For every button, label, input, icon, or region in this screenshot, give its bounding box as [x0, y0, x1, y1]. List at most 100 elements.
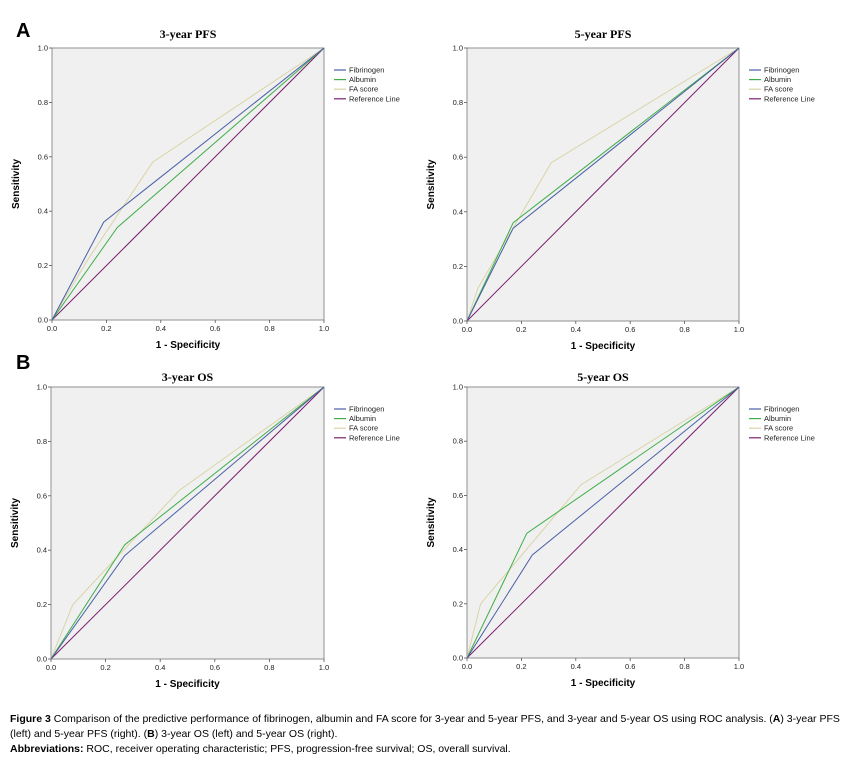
- chart-title-0: 3-year PFS: [160, 27, 217, 41]
- series-line-0-2: [51, 47, 325, 321]
- series-line-2-1: [50, 386, 325, 660]
- legend-label-3-0: Fibrinogen: [764, 405, 799, 414]
- y-tick-label-0-2: 0.4: [38, 207, 48, 216]
- x-tick-label-1-4: 0.8: [679, 325, 689, 334]
- y-tick-label-2-4: 0.8: [37, 437, 47, 446]
- x-tick-label-2-4: 0.8: [264, 663, 274, 672]
- y-tick-label-3-3: 0.6: [453, 491, 463, 500]
- legend-label-0-0: Fibrinogen: [349, 66, 384, 75]
- y-axis-label-0: Sensitivity: [11, 159, 22, 209]
- y-tick-label-0-1: 0.2: [38, 261, 48, 270]
- y-tick-label-1-5: 1.0: [453, 44, 463, 53]
- caption-main: Figure 3 Comparison of the predictive pe…: [10, 712, 840, 742]
- caption-b-label: B: [147, 728, 155, 740]
- x-tick-label-2-2: 0.4: [155, 663, 165, 672]
- y-tick-label-0-3: 0.6: [38, 152, 48, 161]
- x-tick-label-1-2: 0.4: [571, 325, 581, 334]
- panel-letter-a: A: [16, 20, 31, 42]
- y-tick-label-1-3: 0.6: [453, 153, 463, 162]
- x-tick-label-0-3: 0.6: [210, 324, 220, 333]
- caption-abbr-text: ROC, receiver operating characteristic; …: [83, 743, 511, 755]
- x-tick-label-2-0: 0.0: [46, 663, 56, 672]
- legend-label-3-1: Albumin: [764, 414, 791, 423]
- y-tick-label-1-2: 0.4: [453, 207, 463, 216]
- caption-a-label: A: [772, 713, 781, 725]
- x-tick-label-0-2: 0.4: [156, 324, 166, 333]
- x-axis-label-1: 1 - Specificity: [571, 341, 636, 352]
- y-tick-label-2-3: 0.6: [37, 491, 47, 500]
- x-tick-label-2-1: 0.2: [100, 663, 110, 672]
- y-tick-label-3-5: 1.0: [453, 383, 463, 392]
- y-tick-label-2-0: 0.0: [37, 655, 47, 664]
- y-axis-label-1: Sensitivity: [426, 159, 437, 209]
- roc-figure: 3-year PFS0.00.00.20.20.40.40.60.60.80.8…: [10, 27, 815, 690]
- legend-label-1-3: Reference Line: [764, 94, 815, 103]
- y-tick-label-0-4: 0.8: [38, 98, 48, 107]
- series-line-0-3: [51, 47, 325, 321]
- legend-label-2-2: FA score: [349, 424, 378, 433]
- x-tick-label-3-1: 0.2: [516, 662, 526, 671]
- series-line-0-0: [51, 47, 325, 321]
- series-line-3-1: [466, 386, 740, 659]
- panel-letter-b: B: [16, 352, 31, 374]
- legend-label-0-1: Albumin: [349, 75, 376, 84]
- x-tick-label-3-4: 0.8: [679, 662, 689, 671]
- legend-label-2-0: Fibrinogen: [349, 405, 384, 414]
- legend-label-2-1: Albumin: [349, 414, 376, 423]
- y-tick-label-1-0: 0.0: [453, 317, 463, 326]
- y-tick-label-0-5: 1.0: [38, 44, 48, 53]
- x-tick-label-2-5: 1.0: [319, 663, 329, 672]
- y-tick-label-3-4: 0.8: [453, 437, 463, 446]
- y-axis-label-2: Sensitivity: [10, 498, 21, 548]
- x-axis-label-0: 1 - Specificity: [156, 340, 221, 351]
- x-tick-label-0-0: 0.0: [47, 324, 57, 333]
- x-tick-label-3-0: 0.0: [462, 662, 472, 671]
- chart-title-1: 5-year PFS: [575, 27, 632, 41]
- legend-label-0-3: Reference Line: [349, 94, 400, 103]
- caption-abbreviations: Abbreviations: ROC, receiver operating c…: [10, 742, 840, 757]
- series-line-2-0: [50, 386, 325, 660]
- x-tick-label-0-4: 0.8: [264, 324, 274, 333]
- x-tick-label-0-5: 1.0: [319, 324, 329, 333]
- y-axis-label-3: Sensitivity: [426, 497, 437, 547]
- y-tick-label-1-4: 0.8: [453, 98, 463, 107]
- caption-fig-text: Comparison of the predictive performance…: [50, 713, 773, 725]
- y-tick-label-2-1: 0.2: [37, 600, 47, 609]
- legend-label-1-2: FA score: [764, 85, 793, 94]
- chart-title-2: 3-year OS: [162, 370, 214, 384]
- series-line-1-0: [466, 47, 740, 322]
- x-axis-label-2: 1 - Specificity: [155, 679, 220, 690]
- x-tick-label-1-1: 0.2: [516, 325, 526, 334]
- legend-label-1-1: Albumin: [764, 75, 791, 84]
- figure-caption: Figure 3 Comparison of the predictive pe…: [10, 712, 840, 757]
- x-tick-label-1-3: 0.6: [625, 325, 635, 334]
- x-tick-label-1-5: 1.0: [734, 325, 744, 334]
- y-tick-label-2-5: 1.0: [37, 383, 47, 392]
- legend-label-3-2: FA score: [764, 424, 793, 433]
- caption-abbr-label: Abbreviations:: [10, 743, 84, 755]
- series-line-1-3: [466, 47, 740, 322]
- x-tick-label-3-2: 0.4: [571, 662, 581, 671]
- x-tick-label-2-3: 0.6: [210, 663, 220, 672]
- y-tick-label-0-0: 0.0: [38, 316, 48, 325]
- x-tick-label-3-5: 1.0: [734, 662, 744, 671]
- x-axis-label-3: 1 - Specificity: [571, 678, 636, 689]
- y-tick-label-1-1: 0.2: [453, 262, 463, 271]
- legend-label-1-0: Fibrinogen: [764, 66, 799, 75]
- legend-label-3-3: Reference Line: [764, 433, 815, 442]
- y-tick-label-2-2: 0.4: [37, 546, 47, 555]
- x-tick-label-0-1: 0.2: [101, 324, 111, 333]
- series-line-0-1: [51, 47, 325, 321]
- series-line-1-1: [466, 47, 740, 322]
- y-tick-label-3-1: 0.2: [453, 599, 463, 608]
- series-line-3-3: [466, 386, 740, 659]
- caption-mid-text: ) 3-year PFS (left) and 5-year PFS (righ…: [10, 713, 840, 740]
- caption-fig-label: Figure 3: [10, 713, 51, 725]
- series-line-1-2: [466, 47, 740, 322]
- series-line-3-2: [466, 386, 740, 659]
- y-tick-label-3-2: 0.4: [453, 545, 463, 554]
- legend-label-2-3: Reference Line: [349, 433, 400, 442]
- x-tick-label-1-0: 0.0: [462, 325, 472, 334]
- series-line-2-2: [50, 386, 325, 660]
- x-tick-label-3-3: 0.6: [625, 662, 635, 671]
